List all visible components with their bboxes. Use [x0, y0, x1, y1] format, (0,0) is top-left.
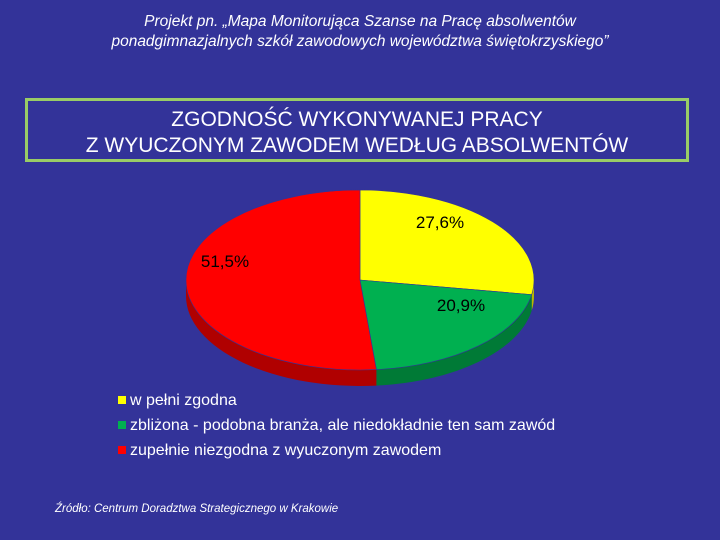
chart-title-line-2: Z WYUCZONYM ZAWODEM WEDŁUG ABSOLWENTÓW	[85, 134, 629, 157]
pie-data-label: 51,5%	[201, 252, 249, 271]
project-header: Projekt pn. „Mapa Monitorująca Szanse na…	[0, 12, 720, 52]
pie-slice	[359, 279, 533, 370]
pie-slice-side	[186, 280, 377, 386]
pie-data-label: 27,6%	[416, 213, 464, 232]
legend-swatch	[118, 446, 126, 454]
legend-entry: zbliżona - podobna branża, ale niedokład…	[130, 417, 555, 434]
legend-swatch	[118, 421, 126, 429]
pie-data-label: 20,9%	[437, 296, 485, 315]
pie-slice-side	[376, 294, 532, 386]
chart-title-box: ZGODNOŚĆ WYKONYWANEJ PRACY Z WYUCZONYM Z…	[25, 98, 689, 162]
legend-entry: w pełni zgodna	[129, 392, 237, 409]
chart-title-line-1: ZGODNOŚĆ WYKONYWANEJ PRACY	[171, 108, 543, 131]
legend-entry: zupełnie niezgodna z wyuczonym zawodem	[130, 442, 441, 459]
legend-swatch	[118, 396, 126, 404]
project-header-line-2: ponadgimnazjalnych szkół zawodowych woje…	[111, 33, 609, 50]
source-note: Źródło: Centrum Doradztwa Strategicznego…	[55, 503, 339, 515]
pie-slice	[359, 189, 535, 295]
pie-slice	[185, 189, 377, 371]
project-header-line-1: Projekt pn. „Mapa Monitorująca Szanse na…	[144, 13, 576, 30]
